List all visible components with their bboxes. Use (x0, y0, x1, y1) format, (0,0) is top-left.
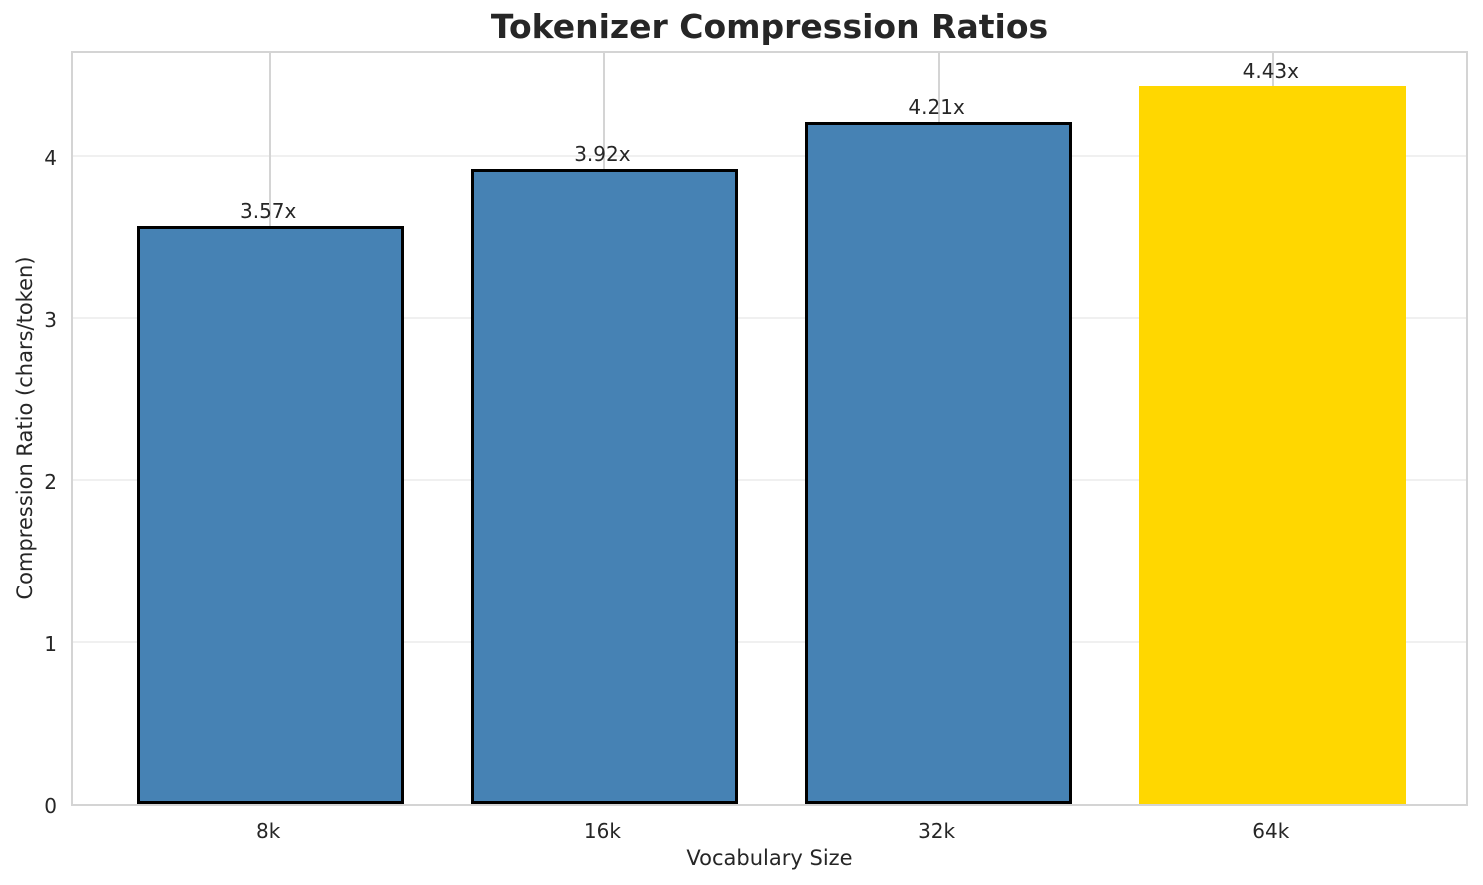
horizontal-gridline (73, 478, 1466, 481)
horizontal-gridline (73, 316, 1466, 319)
bar-16k (470, 168, 739, 804)
chart-title: Tokenizer Compression Ratios (490, 7, 1049, 46)
horizontal-gridline (73, 154, 1466, 157)
y-axis-title: Compression Ratio (chars/token) (13, 256, 37, 600)
x-tick-label-32k: 32k (918, 819, 956, 843)
y-tick-label-1: 1 (44, 631, 57, 656)
bar-32k (804, 121, 1073, 804)
bar-64k (1139, 86, 1407, 804)
y-tick-label-4: 4 (44, 145, 57, 170)
x-tick-label-16k: 16k (583, 819, 621, 843)
x-tick-label-8k: 8k (256, 819, 281, 843)
x-axis-title: Vocabulary Size (686, 846, 853, 870)
x-tick-label-64k: 64k (1252, 819, 1290, 843)
horizontal-gridline (73, 640, 1466, 643)
plot-area (71, 51, 1468, 806)
y-tick-label-0: 0 (44, 794, 57, 818)
bar-8k (136, 225, 404, 804)
